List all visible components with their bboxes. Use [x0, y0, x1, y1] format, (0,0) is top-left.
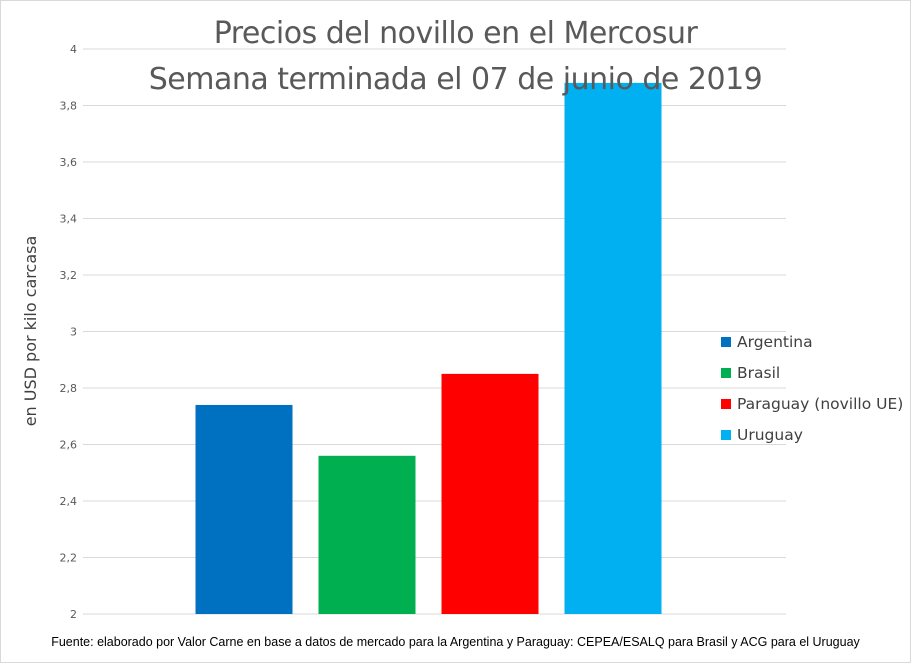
y-tick-label: 3,2 [60, 269, 78, 282]
y-tick-label: 3,4 [60, 213, 78, 226]
y-tick-label: 3,8 [60, 100, 78, 113]
legend-item: Brasil [721, 357, 903, 388]
chart-subtitle: Semana terminada el 07 de junio de 2019 [148, 62, 763, 97]
y-axis-label: en USD por kilo carcasa [21, 235, 40, 427]
legend-item: Uruguay [721, 419, 903, 450]
y-tick-label: 2,6 [60, 439, 78, 452]
bar-argentina [195, 404, 293, 614]
bar-brasil [318, 455, 416, 614]
legend-swatch [721, 336, 731, 347]
y-tick-label: 3 [70, 326, 77, 339]
y-tick-label: 2,4 [60, 495, 78, 508]
chart-title: Precios del novillo en el Mercosur [213, 16, 698, 51]
y-tick-label: 2,8 [60, 382, 78, 395]
legend-swatch [721, 367, 731, 378]
source-footer: Fuente: elaborado por Valor Carne en bas… [51, 635, 860, 649]
bar-paraguay-novillo-ue- [441, 373, 539, 614]
legend-label: Paraguay (novillo UE) [737, 394, 904, 413]
legend-item: Paraguay (novillo UE) [721, 388, 903, 419]
y-tick-label: 2 [70, 608, 77, 621]
legend-swatch [721, 398, 731, 409]
legend-label: Argentina [737, 332, 813, 351]
y-tick-label: 3,6 [60, 156, 78, 169]
bar-uruguay [564, 82, 662, 614]
y-tick-label: 4 [70, 43, 77, 56]
legend: Argentina Brasil Paraguay (novillo UE) Urug… [721, 326, 903, 450]
y-tick-label: 2,2 [60, 552, 78, 565]
legend-label: Uruguay [737, 425, 803, 444]
legend-item: Argentina [721, 326, 903, 357]
legend-swatch [721, 429, 731, 440]
legend-label: Brasil [737, 363, 781, 382]
